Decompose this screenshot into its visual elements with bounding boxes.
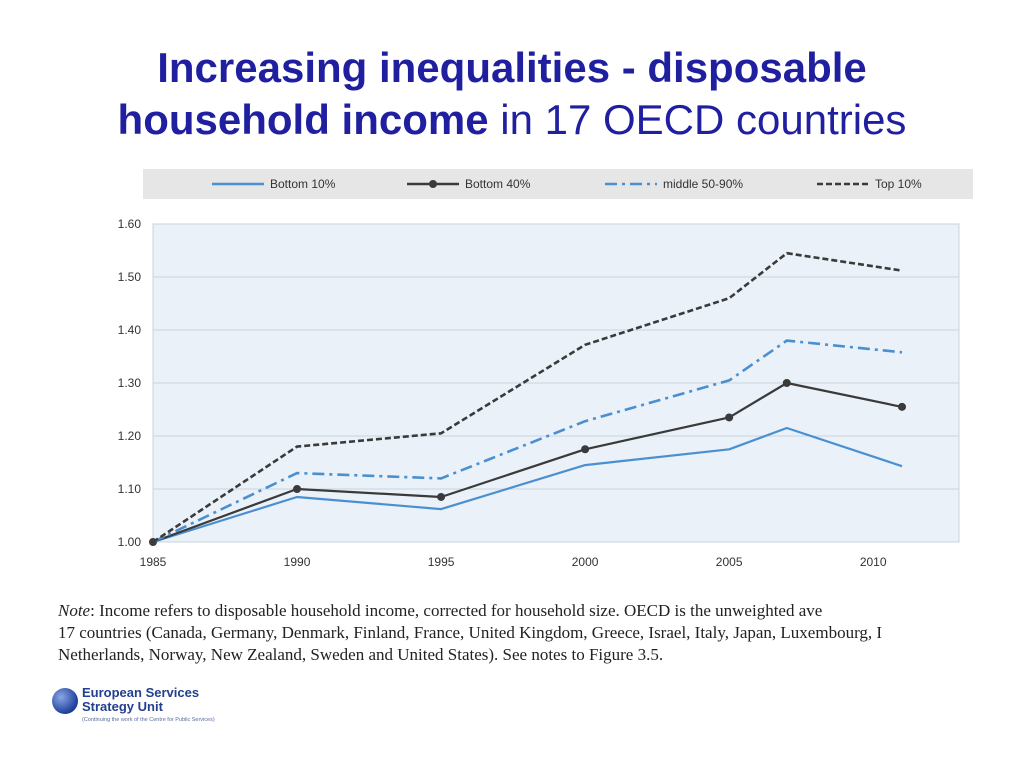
x-tick-label: 2005: [716, 555, 743, 569]
data-point: [293, 485, 302, 493]
data-point: [898, 402, 906, 411]
title-line2-bold: household income: [117, 96, 489, 143]
globe-icon: [52, 688, 78, 714]
data-point: [437, 492, 446, 501]
y-tick-label: 1.50: [118, 270, 142, 284]
x-tick-label: 1990: [284, 555, 311, 569]
title-line1-text: Increasing inequalities - disposable: [157, 44, 867, 91]
series-line-bottom-10-: [152, 426, 903, 544]
y-tick-label: 1.10: [118, 482, 142, 496]
slide-title-line-1: Increasing inequalities - disposable: [0, 42, 1024, 94]
x-tick-label: 2000: [572, 555, 599, 569]
legend-marker: [429, 180, 437, 188]
slide-title-line-2: household income in 17 OECD countries: [0, 94, 1024, 146]
logo-line-2: Strategy Unit: [82, 699, 163, 714]
note-line-3: Netherlands, Norway, New Zealand, Sweden…: [58, 645, 664, 664]
data-point: [725, 413, 734, 422]
series-line-top-10-: [152, 251, 903, 544]
note-line-1: Note: Income refers to disposable househ…: [58, 600, 974, 622]
legend-label: Bottom 40%: [465, 177, 531, 191]
series-line-middle-50-90-: [152, 339, 903, 544]
logo-line-1: European Services: [82, 685, 200, 700]
logo-text: European Services Strategy Unit: [82, 686, 199, 714]
legend-label: Bottom 10%: [270, 177, 336, 191]
y-tick-label: 1.20: [118, 429, 142, 443]
chart-note: Note: Income refers to disposable househ…: [58, 600, 974, 670]
title-line2-rest: in 17 OECD countries: [488, 96, 907, 143]
x-axis-ticks: 1985 1990 1995 2000 2005 2010: [140, 555, 887, 569]
series-group: [149, 251, 906, 546]
legend: Bottom 10% Bottom 40% middle 50-90% Top 10%: [212, 177, 922, 191]
y-tick-label: 1.30: [118, 376, 142, 390]
y-axis-ticks: 1.00 1.10 1.20 1.30 1.40 1.50 1.60: [118, 217, 142, 549]
logo-subtitle: (Continuing the work of the Centre for P…: [82, 717, 215, 723]
data-point: [782, 379, 791, 387]
line-chart: Bottom 10% Bottom 40% middle 50-90% Top 10%…: [118, 169, 973, 569]
legend-label: Top 10%: [875, 177, 922, 191]
note-label: Note: [58, 601, 91, 620]
note-line-1-text: : Income refers to disposable household …: [90, 601, 823, 620]
legend-background: [143, 169, 973, 199]
data-point: [151, 540, 155, 544]
organization-logo: European Services Strategy Unit (Continu…: [52, 686, 312, 726]
legend-label: middle 50-90%: [663, 177, 743, 191]
y-tick-label: 1.60: [118, 217, 142, 231]
data-point: [581, 445, 590, 454]
x-tick-label: 1995: [428, 555, 455, 569]
x-tick-label: 2010: [860, 555, 887, 569]
grid: [153, 223, 959, 490]
slide-title: Increasing inequalities - disposable hou…: [0, 42, 1024, 146]
x-tick-label: 1985: [140, 555, 167, 569]
y-tick-label: 1.00: [118, 535, 142, 549]
y-tick-label: 1.40: [118, 323, 142, 337]
note-line-2: 17 countries (Canada, Germany, Denmark, …: [58, 623, 883, 642]
